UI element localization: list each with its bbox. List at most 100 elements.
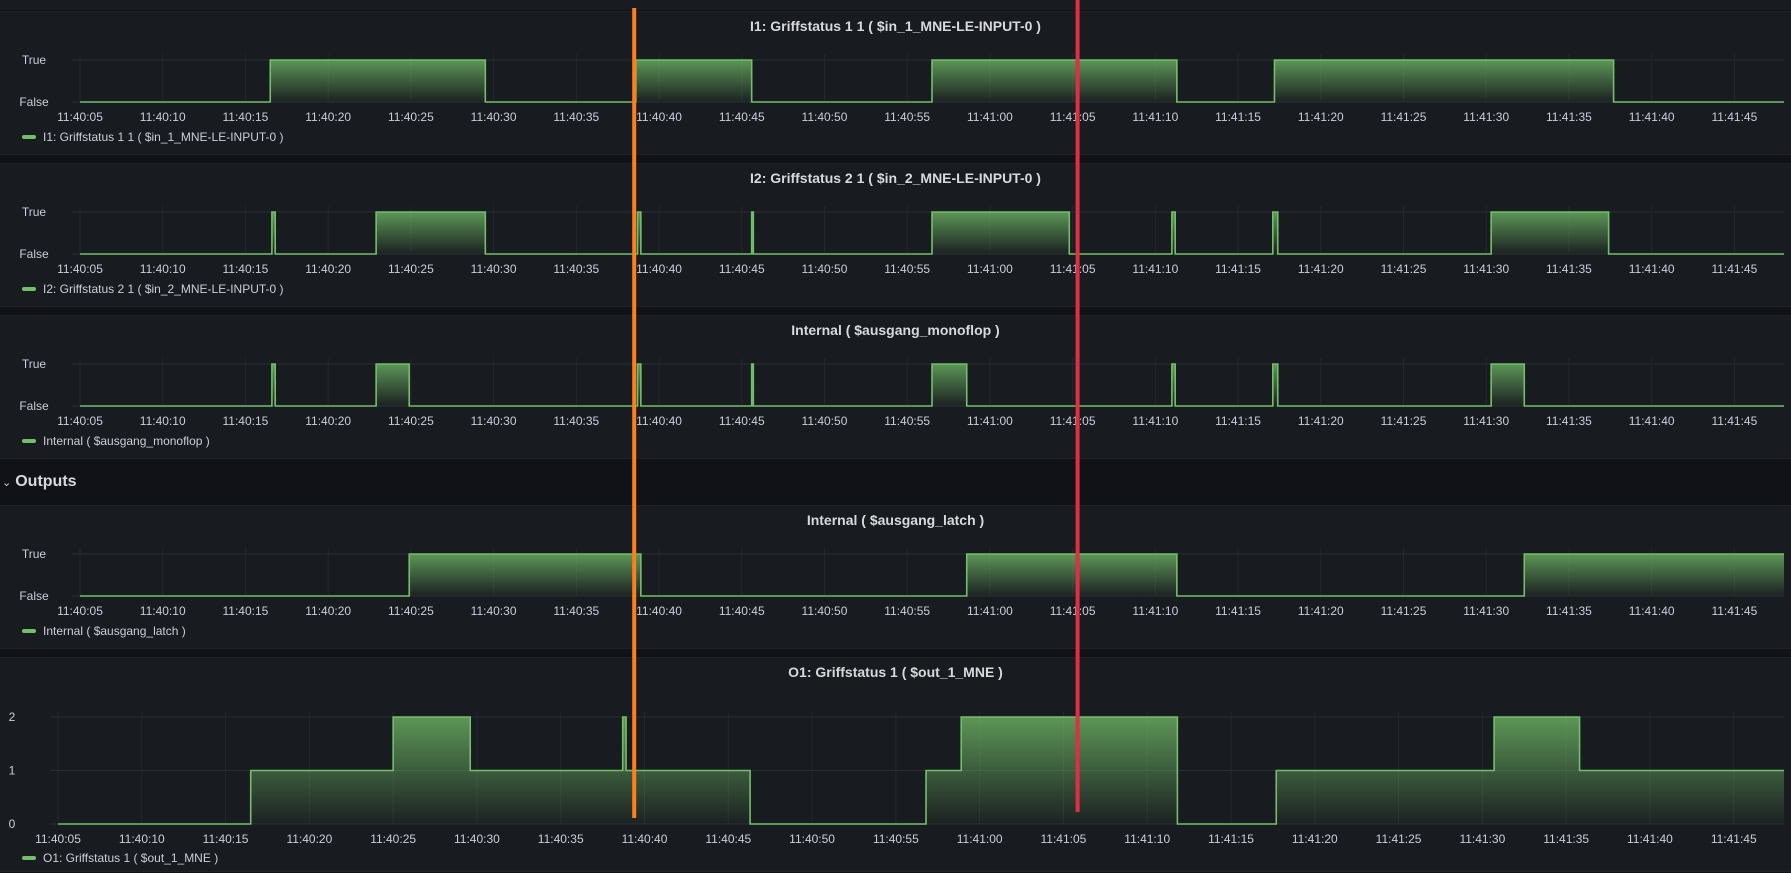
row-title[interactable]: Outputs [15,473,77,490]
panel-o1-griffstatus[interactable]: O1: Griffstatus 1 ( $out_1_MNE ) 2 1 0 11:4… [0,657,1791,872]
legend-swatch [22,287,36,291]
x-tick-label: 11:41:15 [1215,110,1261,124]
x-tick-label: 11:41:05 [1050,110,1096,124]
x-tick-label: 11:41:05 [1050,262,1096,276]
row-header-outputs[interactable]: ⌄ Outputs [0,462,1791,502]
y-tick-label: 1 [9,764,16,778]
x-tick-label: 11:41:15 [1215,262,1261,276]
x-tick-label: 11:40:15 [223,110,269,124]
chart-plot[interactable]: True False 11:40:05 11:40:10 11:40:15 11:40:2… [0,316,1791,460]
y-tick-label: False [19,95,49,109]
x-tick-label: 11:40:35 [553,604,599,618]
x-tick-label: 11:41:25 [1381,414,1427,428]
x-tick-label: 11:40:20 [286,832,332,846]
x-tick-label: 11:40:50 [802,110,848,124]
panel-i2-griffstatus[interactable]: I2: Griffstatus 2 1 ( $in_2_MNE-LE-INPUT… [0,163,1791,307]
x-tick-label: 11:41:35 [1546,604,1592,618]
x-tick-label: 11:41:20 [1298,262,1344,276]
y-tick-label: True [22,53,47,67]
y-tick-label: 0 [9,817,16,831]
x-tick-label: 11:40:50 [802,262,848,276]
panel-title: O1: Griffstatus 1 ( $out_1_MNE ) [788,664,1003,680]
x-tick-label: 11:40:55 [873,832,919,846]
x-tick-label: 11:40:35 [538,832,584,846]
x-tick-label: 11:40:05 [57,262,103,276]
chevron-down-icon[interactable]: ⌄ [2,476,12,489]
x-tick-label: 11:41:30 [1463,414,1509,428]
x-tick-label: 11:40:40 [622,832,668,846]
chart-plot[interactable]: True False 11:40:05 11:40:10 11:40:15 11:40:2… [0,12,1791,156]
legend-swatch [22,856,36,860]
top-panel-edge [0,0,1791,10]
chart-plot[interactable]: True False 11:40:05 11:40:10 11:40:15 11:40:2… [0,164,1791,308]
y-tick-label: 2 [9,710,16,724]
x-tick-label: 11:41:10 [1132,262,1178,276]
x-tick-label: 11:40:25 [370,832,416,846]
x-tick-label: 11:40:05 [57,604,103,618]
x-tick-label: 11:41:45 [1711,832,1757,846]
x-tick-label: 11:41:45 [1711,604,1757,618]
legend-item[interactable]: O1: Griffstatus 1 ( $out_1_MNE ) [22,851,218,865]
x-tick-label: 11:40:45 [705,832,751,846]
series-line[interactable] [58,716,1784,825]
x-tick-label: 11:41:25 [1376,832,1422,846]
x-tick-label: 11:40:10 [119,832,165,846]
x-tick-label: 11:41:25 [1381,262,1427,276]
x-tick-label: 11:40:20 [305,604,351,618]
y-tick-label: True [22,357,47,371]
x-tick-label: 11:41:10 [1132,604,1178,618]
x-tick-label: 11:40:40 [636,604,682,618]
legend-swatch [22,135,36,139]
legend-item[interactable]: I2: Griffstatus 2 1 ( $in_2_MNE-LE-INPUT… [22,282,284,296]
x-tick-label: 11:41:25 [1381,604,1427,618]
y-tick-label: False [19,247,49,261]
series-area-fill [80,554,1784,596]
panel-internal-latch[interactable]: Internal ( $ausgang_latch ) True False 11:… [0,505,1791,649]
x-tick-label: 11:41:00 [957,832,1003,846]
series-area-fill [58,717,1784,824]
x-tick-label: 11:40:35 [553,110,599,124]
x-tick-label: 11:41:20 [1298,414,1344,428]
x-tick-label: 11:40:15 [223,604,269,618]
x-tick-label: 11:40:05 [57,110,103,124]
legend-item[interactable]: Internal ( $ausgang_monoflop ) [22,434,210,448]
panel-title: I2: Griffstatus 2 1 ( $in_2_MNE-LE-INPUT… [750,170,1041,186]
x-tick-label: 11:40:25 [388,110,434,124]
x-tick-label: 11:41:15 [1215,604,1261,618]
legend-label: O1: Griffstatus 1 ( $out_1_MNE ) [43,851,219,865]
x-tick-label: 11:40:10 [140,414,186,428]
x-tick-label: 11:41:30 [1463,110,1509,124]
x-tick-label: 11:40:10 [140,110,186,124]
panel-i1-griffstatus[interactable]: I1: Griffstatus 1 1 ( $in_1_MNE-LE-INPUT… [0,11,1791,155]
x-tick-label: 11:40:40 [636,414,682,428]
legend-label: I1: Griffstatus 1 1 ( $in_1_MNE-LE-INPUT… [43,130,284,144]
x-tick-label: 11:40:15 [203,832,249,846]
x-tick-label: 11:40:50 [802,414,848,428]
x-tick-label: 11:41:40 [1629,110,1675,124]
x-tick-label: 11:41:30 [1463,604,1509,618]
x-tick-label: 11:40:20 [305,414,351,428]
series-line[interactable] [80,553,1784,597]
chart-plot[interactable]: 2 1 0 11:40:05 11:40:10 11:40:15 11:40:20 11:40… [0,658,1791,873]
panel-internal-monoflop[interactable]: Internal ( $ausgang_monoflop ) True False… [0,315,1791,459]
chart-plot[interactable]: True False 11:40:05 11:40:10 11:40:15 11:40:2… [0,506,1791,650]
legend-item[interactable]: Internal ( $ausgang_latch ) [22,624,186,638]
x-tick-label: 11:40:10 [140,604,186,618]
x-tick-label: 11:41:05 [1050,604,1096,618]
x-tick-label: 11:40:30 [471,414,517,428]
x-tick-label: 11:40:45 [719,110,765,124]
legend-item[interactable]: I1: Griffstatus 1 1 ( $in_1_MNE-LE-INPUT… [22,130,284,144]
x-tick-label: 11:40:25 [388,604,434,618]
x-tick-label: 11:40:30 [471,604,517,618]
series-line[interactable] [80,59,1784,103]
x-tick-label: 11:41:30 [1459,832,1505,846]
x-tick-label: 11:41:00 [967,110,1013,124]
x-tick-label: 11:41:40 [1629,414,1675,428]
panel-title: Internal ( $ausgang_monoflop ) [791,322,1000,338]
x-tick-label: 11:41:25 [1381,110,1427,124]
series-line[interactable] [80,211,1784,255]
series-line[interactable] [80,363,1784,407]
x-tick-label: 11:41:20 [1292,832,1338,846]
x-tick-label: 11:40:40 [636,110,682,124]
x-tick-label: 11:41:40 [1629,262,1675,276]
